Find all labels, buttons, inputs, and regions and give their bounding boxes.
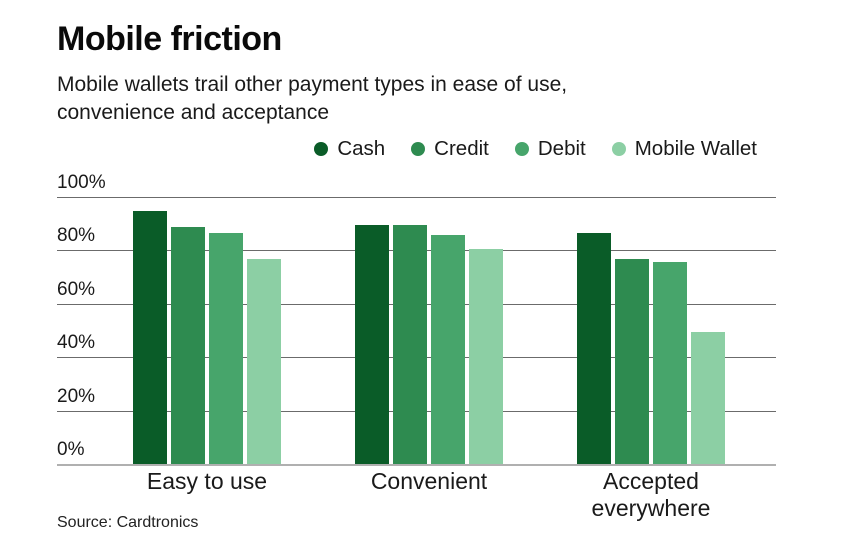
chart-title: Mobile friction bbox=[57, 20, 282, 58]
y-tick-label-40: 40% bbox=[57, 332, 100, 355]
gridline-100 bbox=[57, 197, 776, 198]
bar-cash-convenient bbox=[355, 224, 389, 465]
legend-label-cash: Cash bbox=[337, 137, 386, 160]
y-tick-label-0: 0% bbox=[57, 439, 89, 461]
legend-item-mobile-wallet: Mobile Wallet bbox=[611, 137, 757, 161]
legend-label-credit: Credit bbox=[434, 137, 489, 160]
legend-dot-credit-icon bbox=[411, 142, 426, 156]
category-label-easy-to-use: Easy to use bbox=[146, 468, 268, 494]
bar-debit-convenient bbox=[431, 235, 465, 465]
y-tick-label-60: 60% bbox=[57, 278, 100, 301]
bar-group-easy-to-use bbox=[133, 211, 281, 465]
bar-cash-accepted-everywhere bbox=[577, 232, 611, 465]
bar-credit-easy-to-use bbox=[171, 227, 205, 465]
bar-mobile-wallet-convenient bbox=[469, 248, 503, 465]
bar-mobile-wallet-accepted-everywhere bbox=[691, 331, 725, 465]
legend-label-debit: Debit bbox=[537, 137, 586, 160]
subtitle-line-2: convenience and acceptance bbox=[57, 101, 330, 124]
x-axis-baseline bbox=[57, 464, 776, 466]
bar-chart-plot-area: 100% 80% 60% 40% 20% 0% bbox=[57, 172, 776, 466]
bar-credit-accepted-everywhere bbox=[615, 259, 649, 465]
chart-legend: Cash Credit Debit Mobile Wallet bbox=[0, 137, 844, 161]
bar-debit-easy-to-use bbox=[209, 232, 243, 465]
source-note: Source: Cardtronics bbox=[57, 514, 199, 531]
y-tick-label-100: 100% bbox=[57, 172, 110, 194]
bar-mobile-wallet-easy-to-use bbox=[247, 259, 281, 465]
category-label-accepted-everywhere: Accepted everywhere bbox=[591, 468, 711, 521]
bar-cash-easy-to-use bbox=[133, 211, 167, 465]
legend-dot-cash-icon bbox=[314, 142, 329, 156]
bar-group-accepted-everywhere bbox=[577, 232, 725, 465]
bar-group-convenient bbox=[355, 224, 503, 465]
legend-dot-debit-icon bbox=[514, 142, 529, 156]
bar-debit-accepted-everywhere bbox=[653, 262, 687, 465]
y-tick-label-80: 80% bbox=[57, 225, 100, 248]
legend-item-debit: Debit bbox=[514, 137, 586, 161]
legend-label-mobile-wallet: Mobile Wallet bbox=[634, 137, 757, 160]
subtitle-line-1: Mobile wallets trail other payment types… bbox=[57, 73, 568, 96]
category-label-convenient: Convenient bbox=[370, 468, 488, 494]
y-tick-label-20: 20% bbox=[57, 385, 100, 408]
legend-dot-mobile-wallet-icon bbox=[611, 142, 626, 156]
chart-subtitle: Mobile wallets trail other payment types… bbox=[57, 71, 567, 127]
legend-item-credit: Credit bbox=[411, 137, 489, 161]
bar-credit-convenient bbox=[393, 224, 427, 465]
legend-item-cash: Cash bbox=[314, 137, 385, 161]
